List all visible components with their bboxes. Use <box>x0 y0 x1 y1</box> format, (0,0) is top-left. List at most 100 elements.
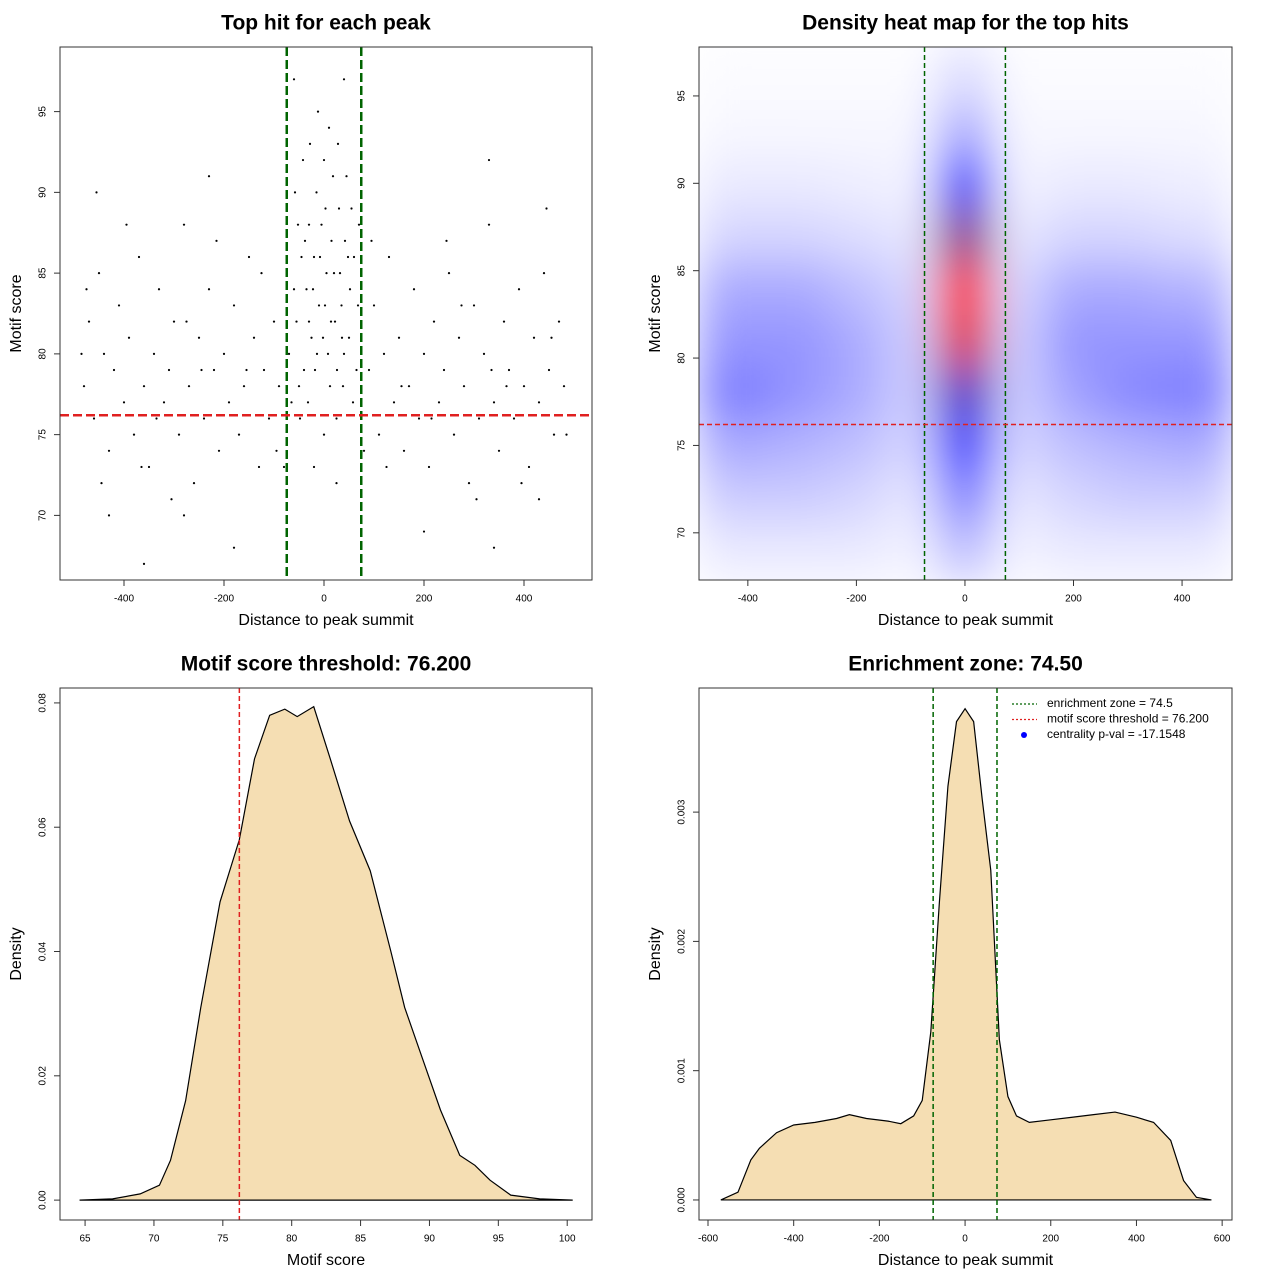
panel: -400 -200 0 200 400 70 75 80 85 90 95 Top hit for e… <box>8 12 593 629</box>
heat-cell <box>1154 261 1232 315</box>
x-tick-label: 70 <box>148 1234 160 1245</box>
point <box>460 304 463 307</box>
chart-title: Motif score threshold: 76.200 <box>181 653 472 676</box>
x-tick-label: -400 <box>114 594 134 605</box>
y-tick-label: 80 <box>38 348 49 360</box>
point <box>430 417 433 420</box>
point <box>565 433 568 436</box>
point <box>162 401 166 404</box>
point <box>492 401 496 404</box>
point <box>95 191 98 194</box>
heat-cell <box>991 261 1047 315</box>
point <box>275 449 278 452</box>
point <box>472 304 476 307</box>
legend-label: enrichment zone = 74.5 <box>1047 696 1173 710</box>
heat-cell <box>1100 209 1156 263</box>
point <box>422 530 426 533</box>
heat-cell <box>1154 471 1232 525</box>
y-tick-label: 0.000 <box>677 1187 688 1212</box>
point <box>296 223 300 226</box>
point <box>477 417 481 420</box>
point <box>392 401 396 404</box>
y-tick-label: 75 <box>38 429 49 441</box>
point <box>517 288 521 291</box>
point <box>295 320 298 323</box>
point <box>475 498 478 501</box>
point <box>487 158 491 162</box>
heat-cell <box>883 471 939 525</box>
heat-cell <box>991 418 1047 473</box>
point <box>142 385 146 388</box>
point <box>152 352 156 355</box>
point <box>310 336 313 339</box>
y-tick-label: 90 <box>38 186 49 198</box>
heat-cell <box>1154 47 1232 106</box>
point <box>197 336 201 339</box>
point <box>107 449 111 452</box>
heat-cell <box>774 418 830 473</box>
heat-cell <box>774 104 830 158</box>
point <box>187 385 191 388</box>
heat-cell <box>774 156 830 211</box>
point <box>132 433 136 436</box>
x-tick-label: 75 <box>217 1234 229 1245</box>
heat-cell <box>828 471 885 525</box>
y-axis-label: Density <box>8 927 25 980</box>
heat-cell <box>937 261 993 315</box>
point <box>321 336 325 339</box>
heat-cell <box>937 47 993 106</box>
point <box>342 352 346 355</box>
point <box>490 368 493 372</box>
heat-cell <box>828 156 885 211</box>
heat-cell <box>828 47 885 106</box>
x-tick-label: 200 <box>1065 594 1082 605</box>
heat-cell <box>774 209 830 263</box>
point <box>182 223 186 226</box>
point <box>346 255 350 259</box>
point <box>382 352 386 355</box>
plot-frame <box>59 687 593 1221</box>
point <box>331 175 335 178</box>
heat-cell <box>1154 156 1232 211</box>
point <box>492 546 496 549</box>
point <box>362 449 366 452</box>
point <box>117 304 121 307</box>
point <box>352 255 356 259</box>
heat-cell <box>883 313 939 368</box>
point <box>537 401 541 404</box>
point <box>427 465 431 469</box>
heat-cell <box>937 104 993 158</box>
point <box>125 223 128 226</box>
point <box>177 433 181 436</box>
x-tick-label: 400 <box>1128 1234 1145 1245</box>
point <box>217 449 221 452</box>
heat-cell <box>1154 313 1232 368</box>
point <box>350 207 353 210</box>
heat-cell <box>699 418 776 473</box>
point <box>262 368 266 372</box>
x-axis-label: Distance to peak summit <box>878 1252 1054 1269</box>
point <box>329 320 333 323</box>
y-tick-label: 0.00 <box>38 1190 49 1210</box>
heat-cell <box>991 366 1047 420</box>
point <box>372 304 376 307</box>
x-tick-label: 90 <box>424 1234 436 1245</box>
x-tick-label: 65 <box>80 1234 92 1245</box>
point <box>442 368 446 372</box>
point <box>85 288 88 291</box>
point <box>297 385 301 388</box>
heat-cell <box>1100 471 1156 525</box>
point <box>335 368 339 372</box>
heat-cell <box>937 523 993 580</box>
point <box>300 255 303 259</box>
heat-cell <box>774 471 830 525</box>
heat-cell <box>1100 261 1156 315</box>
point <box>290 401 293 404</box>
point <box>507 368 511 372</box>
point <box>327 126 331 129</box>
point <box>102 352 106 355</box>
heat-cell <box>1045 418 1102 473</box>
point <box>167 368 171 372</box>
point <box>342 78 346 81</box>
